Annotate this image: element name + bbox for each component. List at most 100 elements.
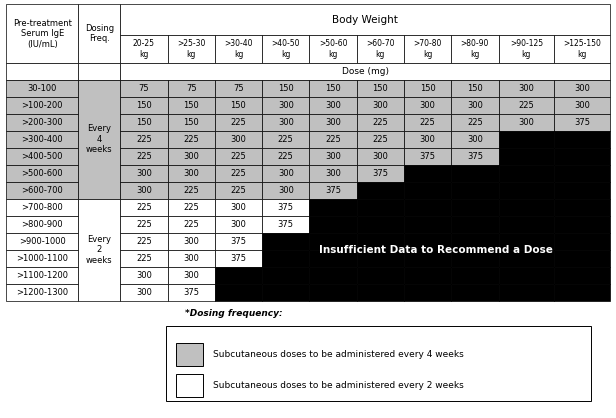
Bar (6, 233, 78, 250)
Bar (168, 233, 215, 250)
Bar (404, 97, 452, 114)
Bar (215, 250, 262, 267)
Text: 375: 375 (467, 152, 483, 161)
Bar (168, 267, 215, 284)
Bar (309, 250, 357, 267)
Bar (262, 97, 309, 114)
Bar (554, 182, 610, 199)
Bar (404, 131, 452, 148)
Bar (452, 114, 498, 131)
Text: 225: 225 (278, 135, 294, 144)
Bar (554, 148, 610, 165)
Text: >70-80
kg: >70-80 kg (413, 39, 442, 59)
Bar (78, 80, 120, 199)
Text: 75: 75 (186, 84, 197, 93)
Bar (6, 131, 78, 148)
Bar (498, 114, 554, 131)
Bar (404, 114, 452, 131)
Bar (168, 216, 215, 233)
Text: >500-600: >500-600 (22, 169, 63, 178)
Bar (262, 199, 309, 216)
Text: 20-25
kg: 20-25 kg (133, 39, 155, 59)
Bar (554, 267, 610, 284)
Text: 300: 300 (325, 101, 341, 110)
Text: 300: 300 (230, 220, 246, 229)
Text: 225: 225 (136, 237, 152, 246)
Text: 225: 225 (230, 186, 246, 195)
Bar (404, 199, 452, 216)
Bar (452, 267, 498, 284)
Bar (498, 148, 554, 165)
Bar (262, 80, 309, 97)
Bar (357, 267, 404, 284)
Text: 300: 300 (419, 135, 436, 144)
Text: 225: 225 (325, 135, 341, 144)
Bar (6, 267, 78, 284)
Bar (262, 148, 309, 165)
Bar (357, 80, 404, 97)
Bar (168, 165, 215, 182)
Bar (168, 80, 215, 97)
Bar (357, 97, 404, 114)
Text: 300: 300 (574, 101, 590, 110)
Text: 300: 300 (419, 101, 436, 110)
Bar (452, 148, 498, 165)
Text: >300-400: >300-400 (22, 135, 63, 144)
Bar (309, 80, 357, 97)
Bar (176, 374, 203, 397)
Text: 150: 150 (325, 84, 341, 93)
Bar (357, 148, 404, 165)
Text: >1200-1300: >1200-1300 (16, 288, 68, 297)
Bar (120, 35, 168, 63)
Text: 225: 225 (184, 186, 199, 195)
Bar (120, 250, 168, 267)
Bar (262, 284, 309, 301)
Bar (554, 80, 610, 97)
Bar (554, 35, 610, 63)
Bar (215, 97, 262, 114)
Text: 300: 300 (136, 288, 152, 297)
Text: >400-500: >400-500 (22, 152, 63, 161)
Bar (498, 267, 554, 284)
Text: 75: 75 (233, 84, 244, 93)
Bar (262, 165, 309, 182)
Bar (215, 131, 262, 148)
Text: 375: 375 (278, 220, 294, 229)
Text: 225: 225 (230, 118, 246, 127)
Text: >60-70
kg: >60-70 kg (366, 39, 395, 59)
Bar (168, 97, 215, 114)
Bar (554, 199, 610, 216)
Bar (404, 80, 452, 97)
Bar (498, 233, 554, 250)
Text: 375: 375 (230, 254, 246, 263)
Bar (404, 35, 452, 63)
Text: 225: 225 (419, 118, 436, 127)
Bar (6, 284, 78, 301)
Text: >800-900: >800-900 (22, 220, 63, 229)
Bar (262, 114, 309, 131)
Bar (168, 35, 215, 63)
Text: 300: 300 (230, 203, 246, 212)
Text: 225: 225 (278, 152, 294, 161)
Bar (120, 114, 168, 131)
Bar (357, 250, 404, 267)
Bar (309, 182, 357, 199)
Text: >700-800: >700-800 (22, 203, 63, 212)
Bar (168, 182, 215, 199)
Text: 375: 375 (230, 237, 246, 246)
Bar (6, 199, 78, 216)
Bar (262, 233, 309, 250)
Bar (78, 4, 120, 63)
Bar (498, 199, 554, 216)
Text: >25-30
kg: >25-30 kg (177, 39, 205, 59)
Text: Every
2
weeks: Every 2 weeks (86, 235, 113, 265)
Text: 300: 300 (325, 152, 341, 161)
Text: >1100-1200: >1100-1200 (17, 271, 68, 280)
Bar (215, 80, 262, 97)
Bar (554, 97, 610, 114)
Bar (357, 182, 404, 199)
Bar (262, 182, 309, 199)
Bar (6, 80, 78, 97)
Bar (498, 182, 554, 199)
Bar (498, 80, 554, 97)
